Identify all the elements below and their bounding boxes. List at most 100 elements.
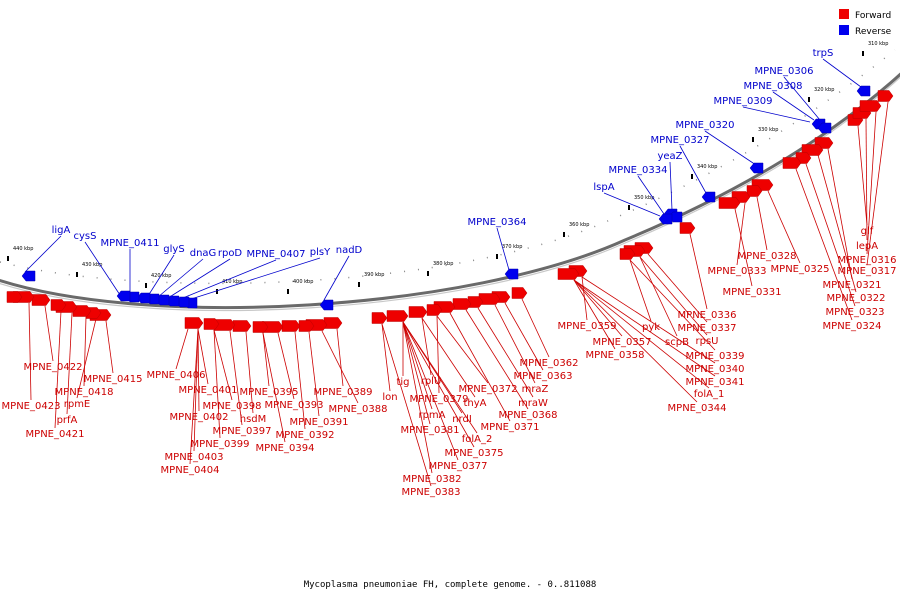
reverse-gene-arrow (116, 290, 131, 302)
forward-gene-leader (866, 101, 889, 266)
forward-gene-label: MPNE_0339 (686, 351, 745, 362)
scale-tick-mark (563, 232, 565, 237)
forward-gene-leader (734, 208, 753, 287)
forward-gene-arrow (371, 312, 388, 324)
forward-gene-leader (175, 328, 189, 370)
reverse-gene-label: rpoD (218, 248, 243, 259)
reverse-gene-leader (157, 258, 204, 298)
scale-tick-label: 400 kbp (293, 279, 313, 285)
forward-gene-leader (629, 259, 652, 322)
forward-gene-label: MPNE_0392 (276, 430, 335, 441)
forward-gene-leader (336, 328, 344, 387)
reverse-gene-arrow (749, 162, 764, 174)
scale-tick-label: 340 kbp (697, 164, 717, 170)
forward-gene-arrow (50, 299, 67, 311)
forward-gene-leader (402, 321, 478, 434)
forward-gene-arrow (203, 318, 220, 330)
forward-gene-arrow (452, 298, 472, 310)
forward-gene-leader (44, 305, 54, 362)
reverse-gene-label: MPNE_0309 (714, 96, 773, 107)
scale-tick-mark (691, 174, 693, 179)
scale-tick-mark (76, 272, 78, 277)
reverse-gene-leader (669, 161, 673, 211)
reverse-gene-label: MPNE_0364 (468, 217, 527, 228)
forward-gene-leader (193, 328, 199, 452)
forward-gene-label: MPNE_0340 (686, 364, 745, 375)
scale-tick-mark (358, 282, 360, 287)
forward-gene-leader (189, 328, 199, 465)
forward-gene-leader (573, 279, 710, 389)
forward-gene-arrow (511, 287, 528, 299)
reverse-gene-label: MPNE_0320 (676, 120, 735, 131)
forward-gene-label: MPNE_0404 (161, 465, 220, 476)
forward-gene-leader (573, 279, 623, 337)
forward-gene-label: MPNE_0406 (147, 370, 206, 381)
reverse-gene-leader (323, 255, 350, 301)
forward-gene-leader (817, 154, 857, 293)
forward-gene-leader (449, 312, 511, 422)
forward-gene-label: MPNE_0325 (771, 264, 830, 275)
forward-gene-leader (857, 125, 868, 226)
reverse-gene-arrow (504, 268, 519, 280)
forward-gene-leader (504, 302, 544, 371)
scale-tick-mark (216, 289, 218, 294)
forward-gene-label: MPNE_0381 (401, 425, 460, 436)
forward-gene-label: rpmA (418, 410, 445, 421)
forward-gene-leader (521, 298, 550, 358)
reverse-gene-leader (187, 257, 321, 301)
forward-gene-label: folA_2 (462, 434, 493, 445)
forward-gene-label: MPNE_0368 (499, 410, 558, 421)
forward-gene-label: MPNE_0422 (24, 362, 83, 373)
forward-gene-arrow (718, 197, 741, 209)
forward-gene-label: MPNE_0333 (708, 266, 767, 277)
legend-reverse-swatch (839, 25, 849, 35)
forward-gene-label: MPNE_0317 (838, 266, 897, 277)
forward-gene-leader (573, 279, 716, 377)
forward-gene-label: hsdM (240, 414, 267, 425)
forward-gene-label: nrdI (452, 414, 472, 425)
reverse-gene-leader (147, 254, 175, 297)
scale-tick-label: 390 kbp (364, 272, 384, 278)
forward-gene-arrow (782, 157, 802, 169)
reverse-gene-label: glyS (163, 244, 184, 255)
forward-gene-leader (639, 256, 708, 336)
forward-gene-label: MPNE_0375 (445, 448, 504, 459)
forward-gene-label: MPNE_0388 (329, 404, 388, 415)
reverse-gene-leader (24, 235, 62, 273)
forward-gene-leader (197, 328, 209, 385)
forward-gene-leader (277, 332, 295, 400)
forward-gene-label: mraW (518, 398, 548, 409)
reverse-gene-label: trpS (813, 48, 834, 59)
reverse-gene-label: dnaG (190, 248, 217, 259)
forward-gene-label: MPNE_0372 (459, 384, 518, 395)
forward-gene-label: mraZ (522, 384, 549, 395)
forward-gene-leader (421, 317, 432, 376)
forward-gene-leader (866, 111, 877, 255)
forward-gene-label: MPNE_0402 (170, 412, 229, 423)
forward-gene-label: prfA (57, 415, 78, 426)
forward-gene-label: tig (396, 377, 409, 388)
forward-gene-leader (402, 321, 459, 461)
forward-gene-leader (421, 317, 476, 398)
forward-gene-label: MPNE_0398 (203, 401, 262, 412)
reverse-gene-leader (167, 258, 231, 299)
forward-gene-arrow (298, 320, 315, 332)
scale-tick-label: 350 kbp (634, 195, 654, 201)
reverse-gene-arrow (658, 213, 673, 225)
scale-tick-label: 430 kbp (82, 262, 102, 268)
forward-gene-label: MPNE_0383 (402, 487, 461, 498)
scale-tick-label: 410 kbp (222, 279, 242, 285)
forward-gene-label: MPNE_0391 (290, 417, 349, 428)
reverse-gene-leader (496, 227, 510, 271)
forward-gene-leader (477, 307, 534, 398)
scale-tick-mark (752, 137, 754, 142)
forward-gene-leader (213, 329, 221, 439)
forward-gene-label: lon (382, 392, 397, 403)
forward-gene-label: lepA (856, 241, 878, 252)
forward-gene-leader (105, 320, 114, 374)
forward-gene-label: MPNE_0321 (823, 280, 882, 291)
forward-gene-arrow (386, 310, 409, 322)
forward-gene-leader (229, 330, 243, 426)
forward-gene-label: MPNE_0397 (213, 426, 272, 437)
forward-gene-leader (402, 321, 433, 410)
